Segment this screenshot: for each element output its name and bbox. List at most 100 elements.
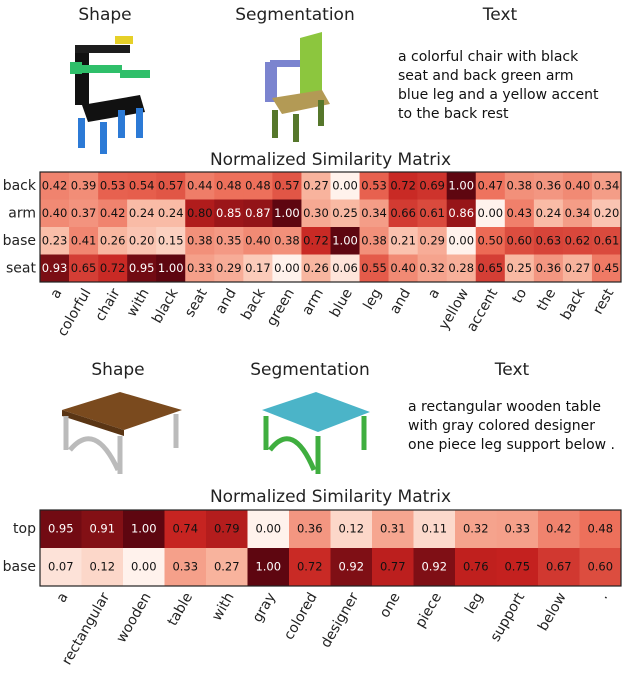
cell [164,548,207,587]
cell-label: 0.33 [504,522,530,536]
cell [272,254,302,283]
cell-label: 1.00 [274,206,300,220]
cell-label: 0.12 [89,560,115,574]
cell-label: 0.77 [380,560,406,574]
cell-label: 0.32 [419,261,445,275]
x-tick-label: table [165,590,197,629]
cell-label: 0.42 [546,522,572,536]
cell [123,548,165,587]
cell [388,199,418,228]
cell-label: 0.91 [89,522,115,536]
x-tick-label: support [487,590,528,645]
cell-label: 0.72 [297,560,323,574]
cell [455,510,497,549]
cell-label: 1.00 [158,261,184,275]
cell [388,227,418,255]
cell-label: 0.23 [42,233,68,247]
cell [413,510,456,549]
cell [214,172,244,200]
cell [330,227,360,255]
cell [127,254,157,283]
x-tick-label: and [213,286,240,317]
cell-label: 0.87 [245,206,271,220]
cell [289,510,331,549]
cell [206,548,248,587]
x-tick-label: with [209,590,238,624]
cell-label: 0.66 [390,206,416,220]
chart-title: Normalized Similarity Matrix [210,487,451,507]
cell-label: 0.24 [158,206,184,220]
cell-label: 0.75 [504,560,530,574]
cell [417,172,447,200]
cell-label: 0.07 [48,560,74,574]
x-tick-label: leg [360,286,385,313]
cell [359,199,389,228]
cell-label: 0.60 [587,560,613,574]
cell-label: 0.65 [71,261,97,275]
cell [359,172,389,200]
x-tick-label: a [54,590,72,605]
x-tick-label: with [124,286,153,320]
cell [127,227,157,255]
cell-label: 0.00 [274,261,300,275]
cell-label: 0.42 [42,178,68,192]
cell [579,510,622,549]
cell-label: 0.48 [216,178,242,192]
panel-label: Segmentation [235,5,354,25]
cell [127,199,157,228]
cell [247,548,290,587]
cell [69,227,99,255]
cell [69,199,99,228]
cell [98,172,128,200]
cell [156,254,186,283]
row-label: top [13,521,36,537]
cell [417,254,447,283]
cell-label: 0.00 [332,178,358,192]
cell [164,510,207,549]
row-label: arm [8,205,36,221]
cell [533,172,564,200]
chair-segmentation [265,32,330,142]
cell-label: 0.25 [332,206,358,220]
table-shape [62,392,182,474]
cell-label: 0.57 [158,178,184,192]
cell [504,199,535,228]
cell-label: 0.76 [463,560,489,574]
cell-label: 0.95 [48,522,74,536]
cell [475,172,506,200]
cell [496,510,539,549]
cell-label: 0.85 [216,206,242,220]
cell [330,510,373,549]
cell [40,510,82,549]
x-tick-label: colored [281,590,321,643]
cell-label: 1.00 [255,560,281,574]
cell-label: 0.86 [448,206,474,220]
cell-label: 0.37 [71,206,97,220]
cell-label: 0.33 [172,560,198,574]
table-segmentation [262,392,370,474]
cell-label: 0.45 [594,261,620,275]
cell [446,199,477,228]
cell [562,227,593,255]
cell [272,227,302,255]
x-tick-label: a [47,286,65,301]
cell-label: 0.26 [303,261,329,275]
cell [475,254,506,283]
x-tick-label: rest [590,286,618,318]
cell-label: 0.92 [338,560,364,574]
cell-label: 0.34 [594,178,620,192]
cell [185,227,215,255]
chart-title: Normalized Similarity Matrix [210,150,451,170]
cell-label: 0.39 [71,178,97,192]
cell-label: 0.53 [100,178,126,192]
x-tick-label: wooden [113,590,154,646]
cell [372,510,414,549]
cell-label: 0.40 [42,206,68,220]
cell [81,510,124,549]
cell-label: 0.33 [187,261,213,275]
cell [40,172,70,200]
cell [243,254,273,283]
cell [69,254,99,283]
cell-label: 0.31 [380,522,406,536]
x-tick-label: the [534,286,559,314]
